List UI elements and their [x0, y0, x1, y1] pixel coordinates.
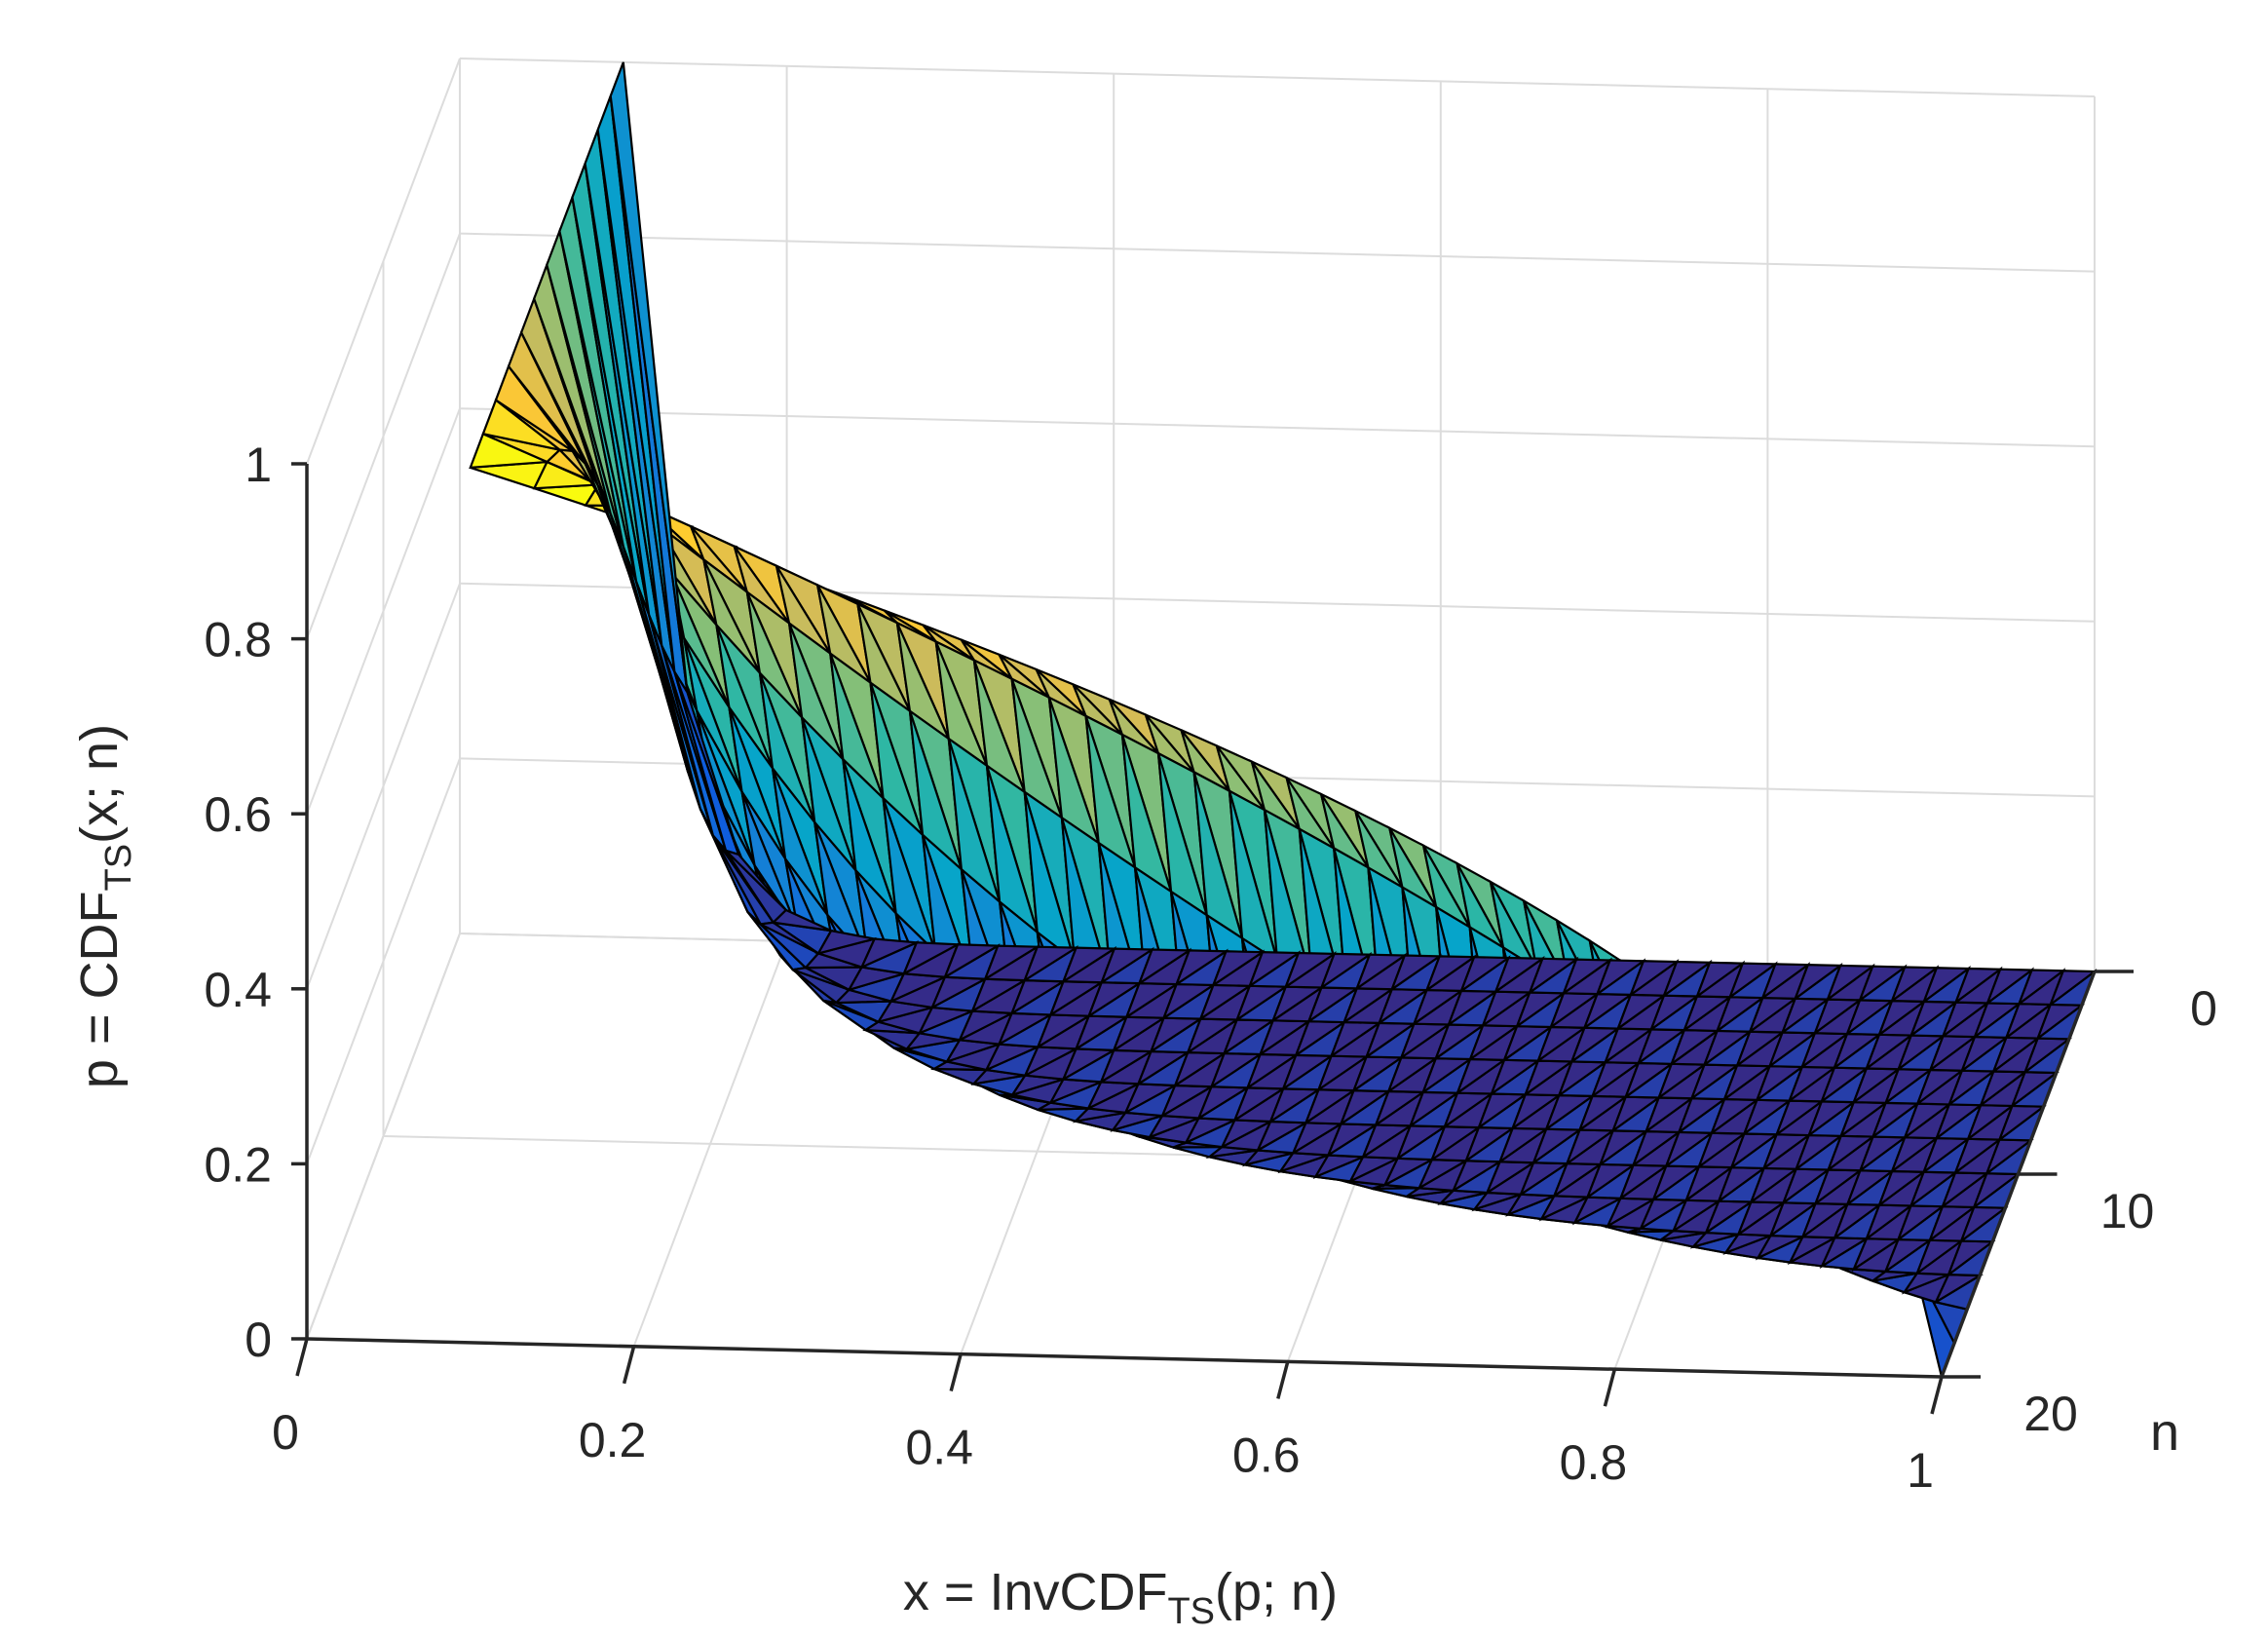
surface-facet — [1889, 966, 1941, 1005]
surface-facet — [815, 929, 875, 956]
p-axis-title-main: p = CDF — [70, 892, 129, 1089]
surface-facet — [1561, 958, 1613, 997]
surface-facet — [1389, 954, 1444, 993]
gridline-back-p — [459, 57, 2096, 97]
n-axis-title: n — [2150, 1403, 2179, 1462]
gridline-back-p — [459, 407, 2096, 448]
surface-facet — [1984, 968, 2035, 1007]
p-tick-label: 0 — [245, 1313, 272, 1367]
surface-mesh — [469, 61, 2098, 1381]
surface-facet — [983, 944, 1041, 982]
p-tick-label: 0.8 — [204, 613, 272, 667]
n-axis-ticks: 0 10 20 — [1942, 970, 2217, 1441]
x-tick-label: 0.2 — [579, 1413, 647, 1467]
x-tick-mark — [622, 1346, 636, 1385]
x-axis-title-main: x = InvCDF — [903, 1563, 1168, 1621]
x-tick-mark — [1276, 1360, 1290, 1399]
surface-facet — [859, 937, 922, 970]
x-tick-mark — [1603, 1368, 1617, 1407]
surface-facet — [1661, 960, 1714, 999]
p-axis-title: p = CDFTS(x; n) — [70, 724, 139, 1088]
surface-facet — [1137, 948, 1193, 986]
surface-facet — [1354, 953, 1409, 992]
p-tick-label: 1 — [245, 438, 272, 492]
p-tick-label: 0.2 — [204, 1137, 272, 1192]
x-tick-label: 1 — [1907, 1443, 1934, 1498]
surface-facet — [1099, 947, 1156, 985]
surface-facet — [1857, 965, 1909, 1004]
x-axis-title: x = InvCDFTS(p; n) — [903, 1563, 1338, 1632]
p-axis-title-sub: TS — [98, 844, 139, 892]
n-tick-label: 0 — [2190, 981, 2217, 1036]
surface-facet — [2048, 970, 2098, 1009]
surface-facet — [673, 670, 740, 856]
surface-facet — [1424, 955, 1478, 993]
surface-facet — [1793, 964, 1844, 1002]
surface-facet — [1061, 946, 1118, 984]
surface-facet — [1319, 952, 1374, 991]
p-axis-title-tail: (x; n) — [70, 724, 129, 844]
surface-facet — [1211, 950, 1266, 988]
x-tick-mark — [1930, 1376, 1944, 1415]
surface-facet — [1527, 957, 1580, 996]
surface-facet — [1727, 962, 1779, 1001]
n-tick-label: 10 — [2100, 1184, 2155, 1238]
surface-facet — [609, 61, 689, 693]
surface-facet — [2017, 969, 2067, 1008]
surface-facet — [1493, 956, 1546, 995]
surface-facet — [942, 943, 1002, 980]
p-axis-ticks: 0 0.2 0.4 0.6 0.8 1 — [204, 438, 307, 1367]
x-tick-mark — [949, 1353, 963, 1392]
gridline-back-p — [459, 232, 2096, 273]
surface-facet — [901, 941, 963, 976]
surface-facet — [1628, 960, 1681, 998]
surface-facet — [1022, 945, 1080, 983]
surface-facet — [1174, 949, 1230, 987]
surface-facet — [1247, 951, 1303, 989]
p-tick-label: 0.4 — [204, 963, 272, 1017]
surface-facet — [1921, 967, 1972, 1006]
surface-facet — [1759, 963, 1812, 1002]
x-tick-mark — [295, 1338, 309, 1377]
x-tick-label: 0.8 — [1560, 1435, 1628, 1490]
surface-facet — [771, 908, 832, 933]
x-tick-label: 0.6 — [1232, 1428, 1301, 1482]
surface-facet — [1458, 956, 1512, 994]
p-tick-label: 0.6 — [204, 787, 272, 842]
surface-facet — [1953, 967, 2004, 1006]
x-axis-title-sub: TS — [1167, 1591, 1215, 1632]
surface-facet — [1283, 951, 1338, 990]
x-axis-ticks: 0 0.2 0.4 0.6 0.8 1 — [272, 1338, 1944, 1498]
x-axis-title-tail: (p; n) — [1215, 1563, 1338, 1621]
surface-facet — [1694, 961, 1747, 1000]
x-tick-label: 0 — [272, 1405, 299, 1460]
x-tick-label: 0.4 — [905, 1421, 973, 1475]
surface-facet — [1825, 964, 1876, 1003]
n-tick-label: 20 — [2023, 1387, 2078, 1441]
surface-facet — [725, 849, 787, 911]
surface-facet — [1595, 959, 1647, 998]
x-axis-line — [306, 1337, 1943, 1379]
